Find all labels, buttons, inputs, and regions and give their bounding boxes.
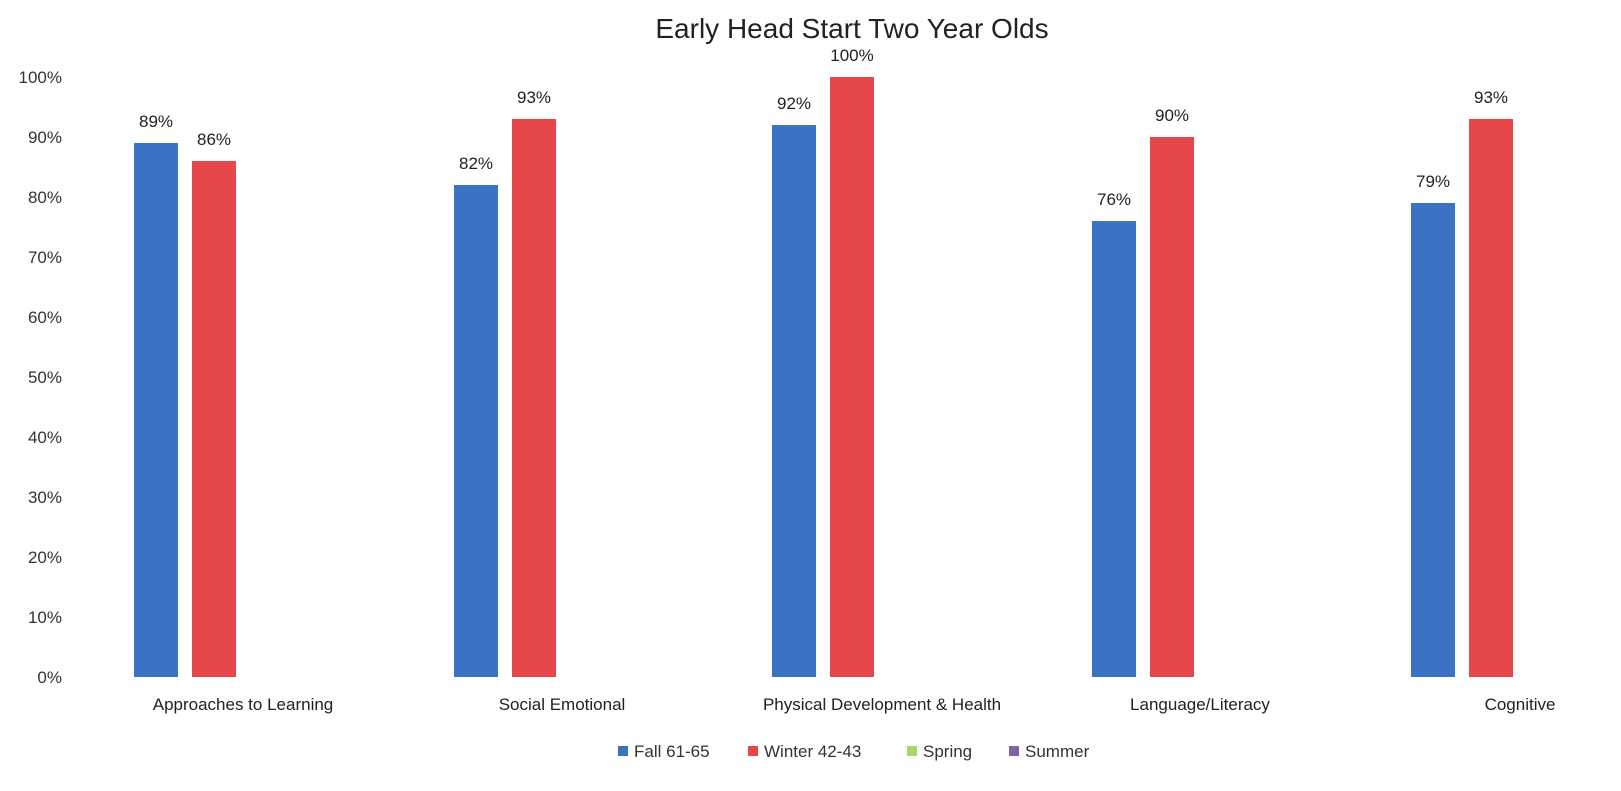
data-label: 86% bbox=[197, 130, 231, 149]
bar bbox=[134, 143, 178, 677]
bar bbox=[454, 185, 498, 677]
legend-swatch bbox=[618, 746, 628, 756]
y-tick-label: 70% bbox=[28, 248, 62, 267]
bars bbox=[134, 77, 1513, 677]
data-label: 92% bbox=[777, 94, 811, 113]
data-label: 89% bbox=[139, 112, 173, 131]
bar bbox=[830, 77, 874, 677]
y-tick-label: 80% bbox=[28, 188, 62, 207]
y-tick-label: 100% bbox=[19, 68, 62, 87]
y-tick-label: 50% bbox=[28, 368, 62, 387]
y-tick-label: 40% bbox=[28, 428, 62, 447]
legend-label: Spring bbox=[923, 742, 972, 761]
y-tick-label: 60% bbox=[28, 308, 62, 327]
data-label: 79% bbox=[1416, 172, 1450, 191]
data-label: 90% bbox=[1155, 106, 1189, 125]
data-label: 82% bbox=[459, 154, 493, 173]
data-label: 100% bbox=[830, 46, 873, 65]
category-label: Approaches to Learning bbox=[153, 695, 334, 714]
y-tick-label: 20% bbox=[28, 548, 62, 567]
legend-label: Fall 61-65 bbox=[634, 742, 710, 761]
y-axis: 0% 10% 20% 30% 40% 50% 60% 70% 80% 90% 100% bbox=[19, 68, 62, 687]
category-label: Physical Development & Health bbox=[763, 695, 1001, 714]
y-tick-label: 0% bbox=[37, 668, 62, 687]
data-label: 76% bbox=[1097, 190, 1131, 209]
bar bbox=[1092, 221, 1136, 677]
x-axis: Approaches to Learning Social Emotional Ph… bbox=[153, 695, 1556, 714]
y-tick-label: 30% bbox=[28, 488, 62, 507]
category-label: Language/Literacy bbox=[1130, 695, 1270, 714]
bar bbox=[1150, 137, 1194, 677]
bar bbox=[512, 119, 556, 677]
chart-title: Early Head Start Two Year Olds bbox=[655, 13, 1048, 44]
legend-label: Summer bbox=[1025, 742, 1090, 761]
data-label: 93% bbox=[517, 88, 551, 107]
legend: Fall 61-65 Winter 42-43 Spring Summer bbox=[618, 742, 1090, 761]
y-tick-label: 10% bbox=[28, 608, 62, 627]
y-tick-label: 90% bbox=[28, 128, 62, 147]
bar bbox=[772, 125, 816, 677]
legend-swatch bbox=[907, 746, 917, 756]
category-label: Cognitive bbox=[1485, 695, 1556, 714]
data-label: 93% bbox=[1474, 88, 1508, 107]
legend-label: Winter 42-43 bbox=[764, 742, 861, 761]
bar bbox=[192, 161, 236, 677]
data-labels: 89% 82% 92% 76% 79% 86% 93% 100% 90% 93% bbox=[139, 46, 1508, 209]
legend-swatch bbox=[748, 746, 758, 756]
bar bbox=[1469, 119, 1513, 677]
category-label: Social Emotional bbox=[499, 695, 626, 714]
bar bbox=[1411, 203, 1455, 677]
legend-swatch bbox=[1009, 746, 1019, 756]
